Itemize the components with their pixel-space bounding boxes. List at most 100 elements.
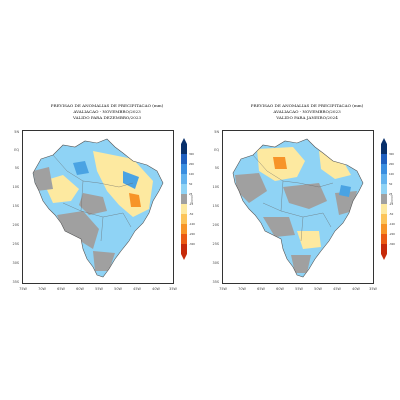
forecast-panel-december: PREVISAO DE ANOMALIAS DE PRECIPITACAO (m… (0, 100, 200, 300)
colorbar-segment (181, 224, 187, 234)
colorbar-bottom-arrow (381, 254, 387, 260)
negative-anomaly-area (319, 151, 351, 179)
title-line-1: PREVISAO DE ANOMALIAS DE PRECIPITACAO (m… (250, 103, 364, 108)
colorbar-segment (181, 234, 187, 244)
colorbar (181, 138, 187, 260)
strong-positive-area (339, 185, 351, 197)
colorbar-label: 25 (389, 192, 393, 196)
colorbar-segment (181, 174, 187, 184)
colorbar-segment (381, 184, 387, 194)
colorbar-segment (381, 234, 387, 244)
colorbar-label: -50 (189, 212, 194, 216)
colorbar-segment (381, 244, 387, 254)
colorbar-label: 50 (189, 182, 193, 186)
colorbar-label: -300 (389, 242, 395, 246)
state-borders (52, 154, 134, 242)
colorbar-segment (381, 214, 387, 224)
colorbar-top-arrow (381, 138, 387, 144)
x-tick: 45W (333, 287, 341, 291)
brazil-outline (32, 138, 164, 278)
colorbar-segment (381, 204, 387, 214)
brazil-territory (33, 139, 163, 277)
negative-anomaly-area (43, 175, 79, 203)
y-tick: 20S (12, 223, 19, 227)
colorbar-label: 200 (189, 162, 194, 166)
y-tick: 20S (212, 223, 219, 227)
y-tick: 30S (212, 261, 219, 265)
colorbar-bottom-arrow (181, 254, 187, 260)
brazil-territory (233, 139, 363, 277)
x-tick: 60W (276, 287, 284, 291)
colorbar-label: 100 (189, 172, 194, 176)
colorbar-label: -200 (189, 232, 195, 236)
colorbar-segment (181, 204, 187, 214)
x-tick: 70W (238, 287, 246, 291)
colorbar-segment (381, 154, 387, 164)
strong-negative-area (273, 157, 287, 169)
y-tick: 25S (12, 242, 19, 246)
y-tick: 35S (12, 280, 19, 284)
strong-positive-area (123, 171, 139, 189)
colorbar-label: -100 (389, 222, 395, 226)
colorbar-label: 200 (389, 162, 394, 166)
x-tick: 45W (133, 287, 141, 291)
neutral-anomaly-area (93, 251, 115, 271)
colorbar-label: -100 (189, 222, 195, 226)
y-tick: 25S (212, 242, 219, 246)
colorbar-segment (181, 144, 187, 154)
x-tick: 65W (257, 287, 265, 291)
title-line-2: AVALIACAO - NOVEMBRO/2023 (73, 109, 141, 114)
x-tick: 50W (114, 287, 122, 291)
neutral-anomaly-area (79, 193, 107, 215)
neutral-anomaly-area (263, 217, 295, 237)
x-tick: 75W (19, 287, 27, 291)
neutral-anomaly-area (283, 183, 327, 209)
brazil-outline (232, 138, 364, 278)
colorbar-segment (381, 224, 387, 234)
y-tick: 15S (12, 204, 19, 208)
colorbar-segment (181, 184, 187, 194)
x-tick: 35W (369, 287, 377, 291)
y-tick: 30S (12, 261, 19, 265)
y-tick: 5N (14, 130, 19, 134)
y-tick: 5S (14, 166, 19, 170)
forecast-panel-january: PREVISAO DE ANOMALIAS DE PRECIPITACAO (m… (200, 100, 400, 300)
neutral-anomaly-area (291, 255, 311, 273)
y-tick: 15S (212, 204, 219, 208)
strong-negative-area (129, 193, 141, 207)
y-tick: EQ (214, 148, 219, 152)
title-line-1: PREVISAO DE ANOMALIAS DE PRECIPITACAO (m… (50, 103, 164, 108)
colorbar-label: -25 (189, 202, 194, 206)
colorbar-segment (381, 164, 387, 174)
x-tick: 75W (219, 287, 227, 291)
x-tick: 40W (352, 287, 360, 291)
x-tick: 35W (169, 287, 177, 291)
colorbar-segment (181, 244, 187, 254)
colorbar (381, 138, 387, 260)
panel-title: PREVISAO DE ANOMALIAS DE PRECIPITACAO (m… (222, 103, 392, 121)
anomaly-map (22, 130, 174, 284)
colorbar-segment (381, 194, 387, 204)
colorbar-label: -25 (389, 202, 394, 206)
title-line-2: AVALIACAO - NOVEMBRO/2023 (273, 109, 341, 114)
colorbar-top-arrow (181, 138, 187, 144)
panel-title: PREVISAO DE ANOMALIAS DE PRECIPITACAO (m… (22, 103, 192, 121)
x-tick: 60W (76, 287, 84, 291)
title-line-3: VALIDO PARA JANEIRO/2024 (276, 115, 338, 120)
colorbar-label: 25 (189, 192, 193, 196)
y-tick: 35S (212, 280, 219, 284)
y-tick: 5N (214, 130, 219, 134)
y-tick: EQ (14, 148, 19, 152)
colorbar-label: 50 (389, 182, 393, 186)
colorbar-label: 100 (389, 172, 394, 176)
colorbar-segment (381, 144, 387, 154)
colorbar-label: -50 (389, 212, 394, 216)
neutral-anomaly-area (235, 173, 267, 203)
colorbar-label: -200 (389, 232, 395, 236)
x-tick: 55W (95, 287, 103, 291)
brazil-anomaly-map (32, 138, 164, 278)
colorbar-label: 300 (389, 152, 394, 156)
neutral-anomaly-area (57, 211, 99, 249)
title-line-3: VALIDO PARA DEZEMBRO/2023 (72, 115, 142, 120)
colorbar-segment (181, 154, 187, 164)
